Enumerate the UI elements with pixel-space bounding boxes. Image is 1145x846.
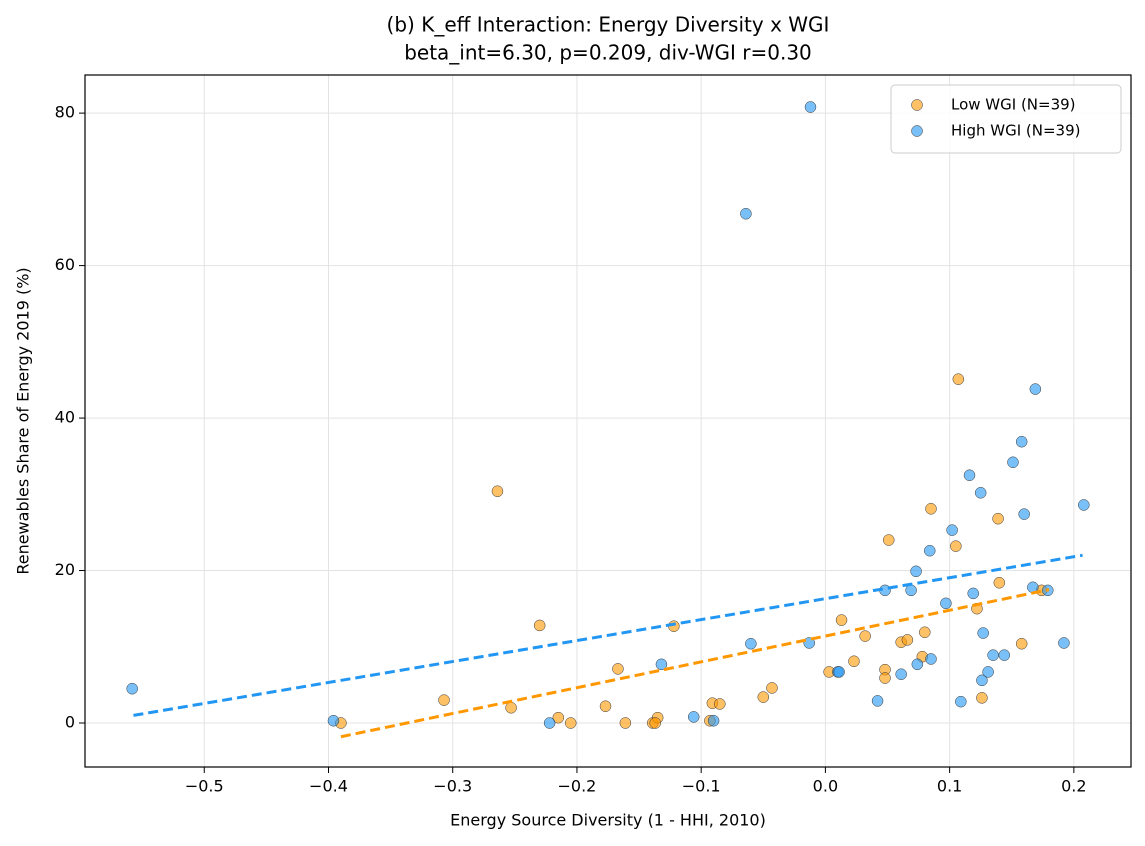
point [126, 682, 138, 695]
legend-label: High WGI (N=39) [951, 122, 1080, 140]
point [879, 672, 891, 684]
x-tick-label: −0.3 [433, 777, 472, 796]
point [992, 512, 1004, 525]
point [848, 655, 860, 668]
legend-marker [911, 99, 923, 111]
legend-box [890, 84, 1122, 154]
x-tick-label: −0.1 [682, 777, 721, 796]
point [910, 565, 922, 578]
point [911, 658, 924, 671]
fit-line [340, 588, 1050, 739]
point [757, 691, 770, 703]
x-tick-label: 0.2 [1061, 777, 1086, 796]
point [505, 702, 517, 714]
x-tick-label: −0.2 [558, 777, 597, 796]
point [987, 649, 999, 661]
point [974, 487, 987, 499]
point [649, 717, 661, 729]
point [883, 534, 895, 546]
y-tick-label: 80 [55, 103, 75, 122]
point [804, 101, 817, 113]
point [655, 658, 668, 671]
point [1058, 637, 1070, 649]
point [919, 626, 931, 639]
point [924, 544, 936, 557]
x-axis-label: Energy Source Diversity (1 - HHI, 2010) [450, 811, 766, 830]
y-axis-label: Renewables Share of Energy 2019 (%) [14, 267, 33, 574]
point [491, 485, 504, 498]
point [687, 711, 700, 723]
x-tick-label: 0.0 [813, 777, 838, 796]
chart-subtitle: beta_int=6.30, p=0.209, div-WGI r=0.30 [404, 41, 812, 65]
point [977, 627, 989, 639]
x-tick-label: −0.4 [309, 777, 348, 796]
point [952, 373, 965, 385]
point [835, 614, 848, 626]
legend-label: Low WGI (N=39) [951, 96, 1076, 114]
point [976, 692, 988, 704]
point [895, 668, 907, 680]
x-tick-label: −0.5 [185, 777, 224, 796]
point [871, 695, 884, 707]
point [967, 587, 979, 600]
point [564, 717, 577, 729]
point [619, 717, 632, 729]
point [950, 540, 962, 552]
y-tick-label: 40 [55, 408, 75, 427]
point [905, 584, 917, 597]
point [901, 634, 914, 646]
point [1007, 456, 1019, 469]
point [859, 630, 871, 642]
point [833, 666, 845, 678]
point [612, 663, 624, 675]
point [1029, 383, 1042, 395]
point [543, 717, 556, 729]
legend: Low WGI (N=39) High WGI (N=39) [890, 84, 1122, 154]
point [599, 700, 612, 712]
point [940, 597, 952, 610]
point [955, 695, 967, 708]
y-tick-label: 0 [65, 713, 75, 732]
chart-title: (b) K_eff Interaction: Energy Diversity … [387, 13, 830, 37]
point [982, 666, 994, 678]
point [1018, 508, 1030, 520]
x-tick-label: 0.1 [937, 777, 962, 796]
point [1015, 637, 1028, 650]
point [1078, 499, 1090, 511]
point [740, 208, 752, 220]
point [993, 576, 1006, 589]
y-tick-label: 20 [55, 560, 75, 579]
point [438, 694, 450, 706]
point [714, 698, 726, 710]
plot-frame [84, 74, 1132, 768]
point [925, 503, 937, 515]
point [327, 714, 340, 727]
point [745, 637, 757, 650]
point [998, 649, 1011, 661]
point [946, 524, 958, 536]
point [925, 653, 937, 665]
fit-line [133, 553, 1083, 717]
point [976, 674, 988, 687]
point [707, 714, 720, 727]
point [963, 469, 976, 481]
point [552, 711, 565, 724]
point [766, 682, 778, 694]
y-tick-label: 60 [55, 255, 75, 274]
legend-marker [911, 125, 923, 137]
point [1015, 435, 1028, 448]
point [533, 619, 546, 632]
